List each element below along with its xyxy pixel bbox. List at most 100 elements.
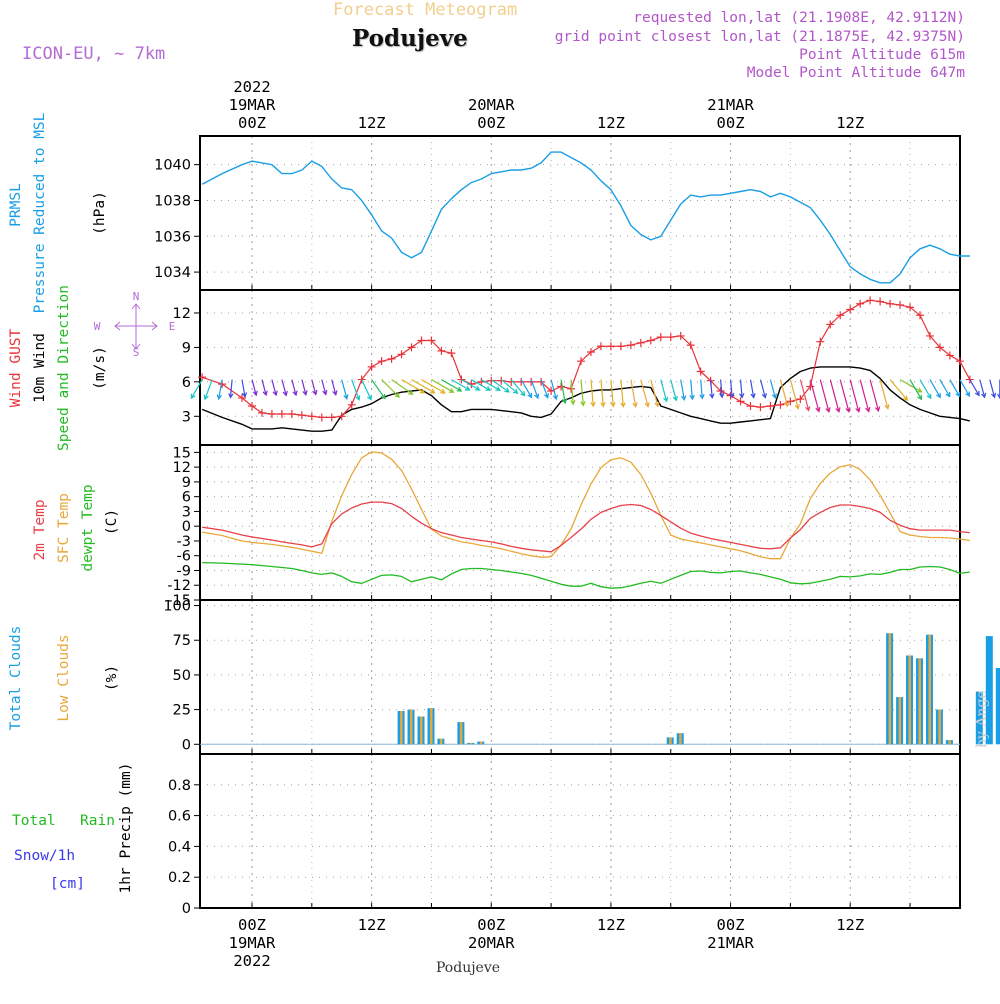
- gust-marker: [277, 410, 286, 418]
- wind-arrow: [530, 379, 540, 400]
- gust-marker: [796, 395, 805, 404]
- y-tick-label: 1034: [154, 265, 191, 281]
- y-tick-label: 25: [173, 703, 191, 719]
- wind-arrow: [650, 379, 660, 408]
- wind-arrow: [580, 379, 586, 407]
- grid-point-coordinates: grid point closest lon,lat (21.1875E, 42…: [554, 29, 965, 45]
- top-time-label: 19MAR: [229, 96, 276, 114]
- y-tick-label: 0.6: [168, 809, 191, 825]
- wind-arrow: [481, 379, 501, 391]
- gust-marker: [337, 412, 346, 421]
- wind-arrow: [560, 379, 568, 405]
- wind-arrow: [729, 379, 735, 399]
- gust-marker: [656, 333, 665, 342]
- top-time-label: 00Z: [717, 114, 745, 132]
- gust-marker: [327, 413, 336, 422]
- compass-icon: [114, 303, 158, 350]
- gust-marker: [935, 343, 944, 352]
- precip-legend-unit: [cm]: [50, 876, 85, 892]
- low-cloud-bar: [938, 709, 941, 745]
- gust-marker: [577, 357, 586, 366]
- low-cloud-bar: [669, 737, 672, 745]
- gust-marker: [297, 411, 306, 420]
- y-tick-label: 12: [173, 460, 191, 476]
- wind-arrow: [759, 379, 767, 399]
- wind-arrow: [216, 379, 223, 401]
- total-cloud-bar: [995, 668, 1000, 745]
- wind-arrow: [989, 379, 997, 399]
- y-tick-label: 100: [163, 599, 191, 615]
- wind-arrow: [540, 379, 549, 399]
- forecast-title: Forecast Meteogram: [333, 0, 518, 20]
- clouds-label-total: Total Clouds: [8, 626, 24, 731]
- gust-marker: [856, 299, 865, 308]
- low-cloud-bar: [459, 722, 463, 745]
- temp-label-2m: 2m Temp: [32, 499, 48, 560]
- footer-location: Podujeve: [436, 960, 500, 976]
- gust-marker: [267, 410, 276, 418]
- wind-arrow: [680, 379, 687, 402]
- low-cloud-bar: [430, 708, 433, 745]
- top-time-label: 12Z: [597, 114, 625, 132]
- precip-legend-total: Total: [12, 813, 56, 829]
- gust-marker: [517, 377, 526, 386]
- bottom-time-label: 20MAR: [468, 934, 515, 952]
- gust-marker: [766, 401, 775, 410]
- gust-marker: [477, 377, 486, 386]
- y-tick-label: -3: [177, 534, 191, 550]
- wind-arrow: [490, 379, 510, 393]
- wind-arrow: [799, 379, 811, 412]
- gust-marker: [257, 408, 266, 417]
- wind-arrow: [228, 379, 234, 399]
- low-cloud-bar: [469, 742, 473, 745]
- gust-marker: [886, 299, 895, 308]
- gust-marker: [557, 382, 566, 391]
- top-time-label: 00Z: [238, 114, 266, 132]
- y-tick-label: 9: [182, 475, 191, 491]
- credit-text: by Angel: [974, 690, 990, 748]
- low-cloud-bar: [479, 741, 483, 745]
- gust-marker: [238, 393, 247, 402]
- low-cloud-bar: [400, 711, 403, 745]
- bottom-time-label: 2022: [233, 952, 270, 970]
- gust-marker: [407, 343, 416, 352]
- gust-marker: [896, 300, 905, 309]
- wind-arrow: [719, 379, 725, 399]
- low-cloud-bar: [908, 655, 911, 745]
- precip-legend-snow: Snow/1h: [14, 848, 75, 864]
- y-tick-label: 1036: [154, 229, 191, 245]
- gust-marker: [437, 346, 446, 355]
- y-tick-label: 0: [182, 519, 191, 535]
- pressure-panel: 1034 1036 1038 1040: [154, 135, 961, 291]
- gust-marker: [646, 336, 655, 345]
- low-cloud-bar: [928, 634, 931, 745]
- precip-panel: 0 0.2 0.4 0.6 0.8: [168, 753, 961, 917]
- low-cloud-bar: [679, 733, 682, 745]
- wind-arrow: [839, 379, 851, 414]
- wind-arrow: [879, 379, 890, 410]
- gust-marker: [826, 320, 835, 329]
- wind-arrow: [660, 379, 669, 403]
- top-time-label: 21MAR: [707, 96, 754, 114]
- low-cloud-bar: [888, 633, 892, 745]
- wind-arrow: [600, 379, 606, 408]
- wind-label-10m: 10m Wind: [32, 333, 48, 403]
- gust-marker: [447, 349, 456, 358]
- wind-arrow: [321, 379, 328, 396]
- wind-arrow: [640, 379, 650, 408]
- y-tick-label: 12: [173, 306, 191, 322]
- gust-marker: [347, 400, 356, 409]
- gust-marker: [676, 331, 685, 340]
- precip-label: 1hr Precip (mm): [118, 763, 134, 894]
- wind-arrow: [959, 379, 971, 398]
- wind-arrow: [939, 379, 951, 398]
- wind-arrow: [909, 379, 923, 401]
- total-cloud-bar: [985, 636, 993, 745]
- total-cloud-bar: [975, 691, 983, 745]
- y-tick-label: 0: [182, 737, 191, 753]
- wind-arrow: [869, 379, 881, 413]
- wind-arrow: [190, 379, 203, 400]
- gust-marker: [786, 397, 795, 406]
- gust-marker: [736, 397, 745, 406]
